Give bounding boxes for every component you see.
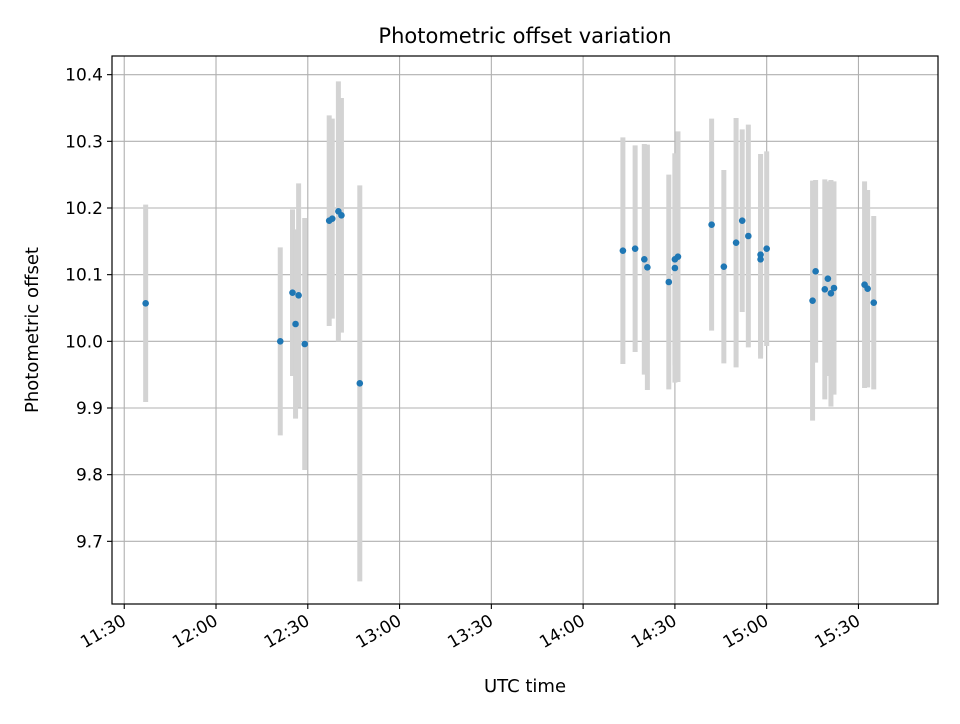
data-point (338, 212, 345, 219)
y-tick-label: 9.8 (76, 466, 103, 486)
plot-frame (111, 55, 939, 605)
data-point (830, 284, 838, 292)
y-tick-label: 9.9 (76, 399, 103, 419)
data-point (824, 275, 832, 282)
data-point (356, 380, 364, 387)
data-point (757, 256, 764, 263)
y-tick-label: 10.4 (65, 66, 103, 86)
grid-lines (112, 56, 938, 604)
data-point (619, 247, 627, 254)
data-point (809, 297, 816, 304)
data-point (870, 299, 878, 306)
data-point (738, 217, 746, 224)
data-point (665, 278, 673, 286)
data-point (812, 268, 819, 275)
data-point (732, 239, 740, 246)
y-axis-ticks: 9.7 9.8 9.9 10.0 10.1 10.2 10.3 10.4 (65, 66, 112, 552)
y-tick-label: 10.2 (65, 199, 103, 219)
data-point (289, 289, 296, 296)
y-tick-label: 10.1 (65, 266, 103, 286)
data-point (142, 300, 149, 307)
data-point (674, 253, 682, 260)
data-point (827, 290, 835, 297)
data-point (631, 245, 639, 252)
data-point (295, 292, 302, 299)
data-point (864, 285, 871, 292)
y-tick-label: 10.0 (65, 332, 103, 352)
data-point (641, 256, 648, 263)
data-point (328, 215, 336, 222)
data-point (708, 221, 715, 228)
y-tick-label: 10.3 (65, 132, 103, 152)
data-point (821, 286, 829, 293)
data-point (671, 264, 679, 272)
x-axis-label: UTC time (484, 676, 566, 697)
data-point (757, 251, 764, 258)
chart-title: Photometric offset variation (378, 24, 671, 48)
data-point (301, 340, 309, 348)
y-axis-label: Photometric offset (22, 247, 43, 413)
data-point (644, 264, 651, 271)
data-points (142, 208, 878, 387)
data-point (745, 232, 752, 240)
data-point (720, 263, 728, 270)
y-tick-label: 9.7 (76, 532, 103, 552)
data-point (276, 338, 284, 345)
data-point (763, 245, 770, 252)
data-point (292, 320, 299, 328)
